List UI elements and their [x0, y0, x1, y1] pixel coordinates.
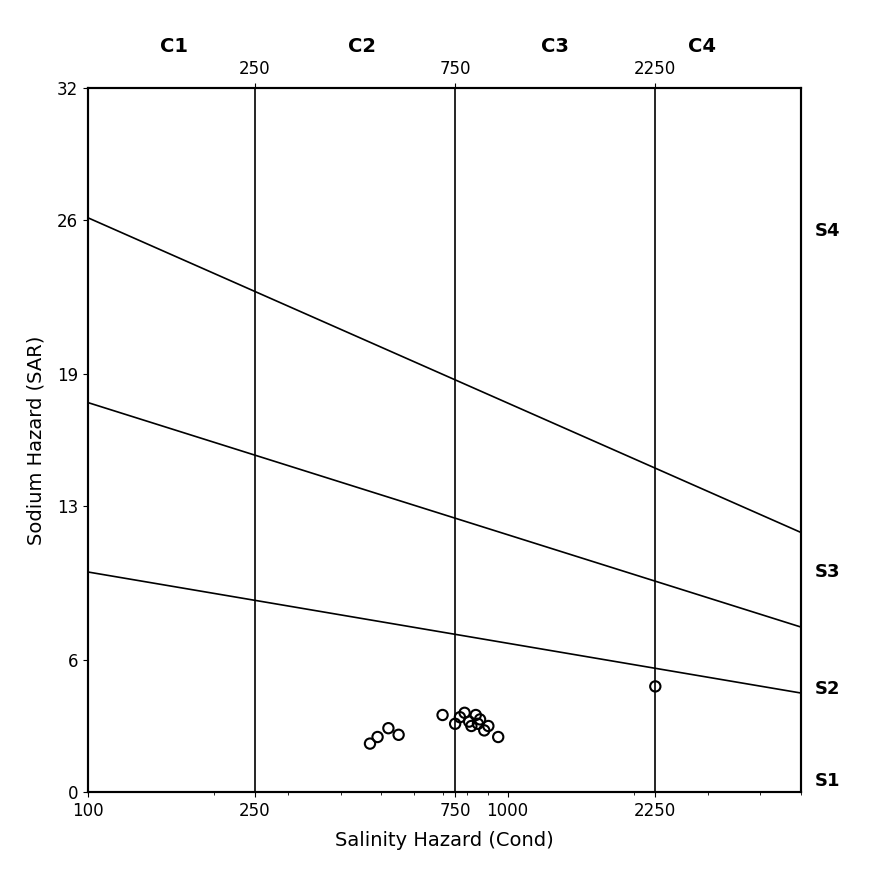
Point	[465, 719, 479, 733]
Text: S2: S2	[815, 679, 840, 698]
Point	[458, 706, 472, 720]
Point	[649, 679, 663, 693]
Point	[477, 723, 491, 737]
Text: C3: C3	[541, 37, 569, 56]
Point	[471, 716, 485, 730]
Point	[453, 710, 467, 724]
Point	[481, 719, 495, 733]
Text: C4: C4	[687, 37, 715, 56]
Text: C1: C1	[159, 37, 187, 56]
Y-axis label: Sodium Hazard (SAR): Sodium Hazard (SAR)	[27, 335, 46, 545]
Point	[381, 722, 395, 736]
Text: C2: C2	[348, 37, 376, 56]
Point	[469, 708, 483, 722]
Point	[448, 716, 462, 730]
Point	[491, 730, 505, 744]
X-axis label: Salinity Hazard (Cond): Salinity Hazard (Cond)	[335, 831, 554, 850]
Point	[462, 715, 476, 729]
Point	[436, 708, 450, 722]
Text: S4: S4	[815, 222, 840, 240]
Point	[392, 728, 406, 742]
Point	[363, 737, 377, 751]
Point	[370, 730, 385, 744]
Text: S1: S1	[815, 772, 840, 790]
Text: S3: S3	[815, 563, 840, 581]
Point	[473, 713, 488, 727]
